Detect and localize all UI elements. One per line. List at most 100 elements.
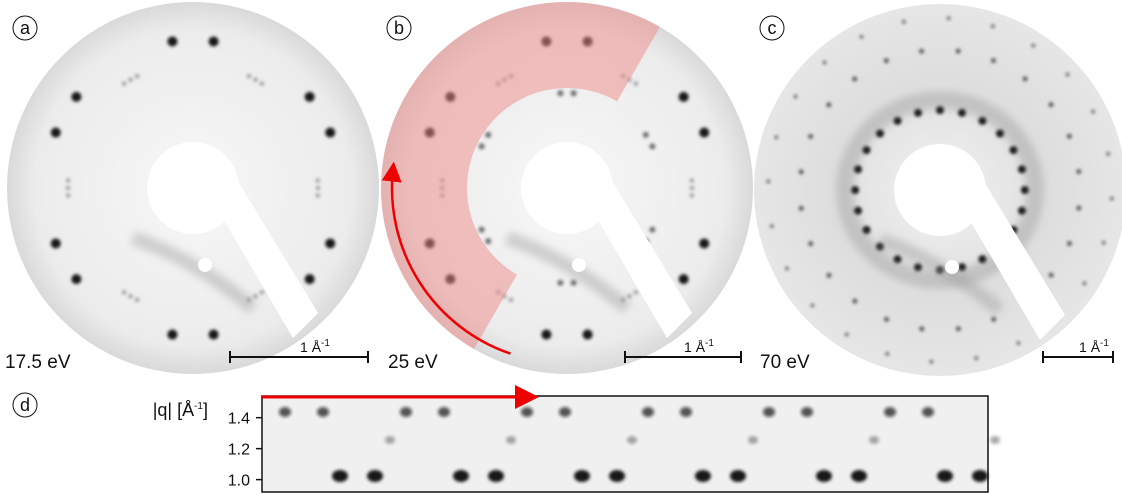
spot (634, 290, 638, 294)
spot (135, 74, 139, 78)
spot (690, 178, 694, 182)
spot (852, 77, 857, 82)
spot (1048, 102, 1053, 107)
figure: a17.5 eV1 Å-1b25 eV1 Å-1c70 eV1 Å-1 d |q… (0, 0, 1122, 495)
spot (325, 128, 335, 138)
spot (919, 326, 924, 331)
spot (885, 352, 889, 356)
spot (571, 90, 577, 96)
spot (679, 274, 689, 284)
scale-label-text: 1 Å (684, 339, 706, 355)
spot (521, 407, 533, 417)
scale-label-exponent: -1 (1100, 338, 1109, 349)
scale-label-exponent: -1 (705, 338, 714, 349)
spot (748, 436, 758, 444)
spot (1106, 152, 1110, 156)
spot (869, 436, 879, 444)
spot (810, 303, 814, 307)
scale-label: 1 Å-1 (684, 338, 714, 355)
spot (799, 169, 804, 174)
spot (919, 49, 924, 54)
spot (135, 298, 139, 302)
spot (485, 238, 491, 244)
spot (884, 58, 889, 63)
axis-label-text: |q| [Å (153, 400, 194, 420)
spot (332, 470, 348, 482)
spot (884, 317, 889, 322)
spot (71, 274, 81, 284)
y-tick-label: 1.4 (228, 411, 250, 428)
spot (690, 193, 694, 197)
spot (325, 238, 335, 248)
spot (1031, 44, 1035, 48)
scale-label: 1 Å-1 (1079, 338, 1109, 355)
spot (167, 36, 177, 46)
center-hole (521, 142, 613, 234)
spot (66, 186, 70, 190)
center-hole (147, 142, 239, 234)
y-tick-label: 1.0 (228, 473, 250, 490)
spot (316, 186, 320, 190)
y-tick-label: 1.2 (228, 442, 250, 459)
spot (922, 407, 934, 417)
spot (763, 407, 775, 417)
scale-label: 1 Å-1 (300, 338, 330, 355)
spot (695, 470, 711, 482)
panel-label: c (768, 18, 777, 38)
spot (860, 35, 864, 39)
spot (1076, 206, 1081, 211)
small-hole (945, 260, 959, 274)
spot (808, 241, 813, 246)
scale-label-text: 1 Å (300, 339, 322, 355)
spot (609, 470, 625, 482)
spot (634, 81, 638, 85)
spot (1067, 134, 1072, 139)
spot (51, 128, 61, 138)
spot (247, 74, 251, 78)
spot (367, 470, 383, 482)
spot (679, 92, 689, 102)
spot (680, 407, 692, 417)
spot (627, 294, 631, 298)
spot (479, 143, 485, 149)
spot (947, 16, 951, 20)
spot (770, 224, 774, 228)
spot (730, 470, 746, 482)
center-hole (894, 144, 986, 236)
small-hole (198, 258, 212, 272)
spot (453, 470, 469, 482)
spot (485, 132, 491, 138)
spot (956, 49, 961, 54)
spot (316, 193, 320, 197)
spot (209, 330, 219, 340)
axis-label-close: ] (203, 400, 208, 420)
spot (385, 436, 395, 444)
spot (317, 407, 329, 417)
spot (808, 134, 813, 139)
scale-label-exponent: -1 (321, 338, 330, 349)
spot (643, 132, 649, 138)
panel-label: d (20, 395, 30, 415)
spot (991, 317, 996, 322)
spot (122, 290, 126, 294)
spot (574, 470, 590, 482)
spot (649, 143, 655, 149)
panel-label: b (394, 18, 404, 38)
spot (209, 36, 219, 46)
spot (699, 238, 709, 248)
spot (766, 179, 770, 183)
small-hole (572, 258, 586, 272)
spot (438, 407, 450, 417)
spot (902, 20, 906, 24)
spot (794, 95, 798, 99)
spot (1082, 281, 1086, 285)
scale-label-text: 1 Å (1079, 339, 1101, 355)
spot (51, 238, 61, 248)
spot (128, 78, 132, 82)
spot (1066, 73, 1070, 77)
spot (974, 356, 978, 360)
spot (852, 299, 857, 304)
spot (66, 193, 70, 197)
spot (799, 206, 804, 211)
spot (1102, 241, 1106, 245)
